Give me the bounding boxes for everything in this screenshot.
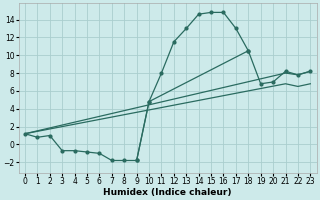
X-axis label: Humidex (Indice chaleur): Humidex (Indice chaleur)	[103, 188, 232, 197]
